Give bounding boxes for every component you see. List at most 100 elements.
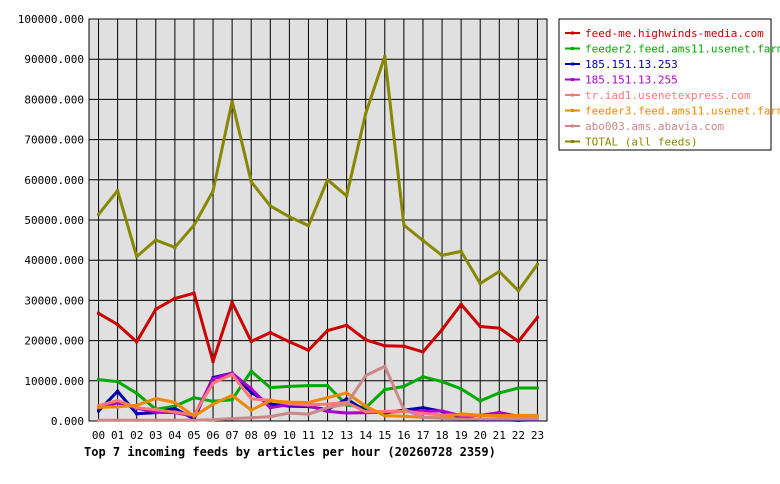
x-tick-label: 16 <box>397 429 410 442</box>
data-point <box>440 416 444 420</box>
x-tick-label: 08 <box>245 429 258 442</box>
data-point <box>287 340 291 344</box>
x-tick-label: 05 <box>187 429 200 442</box>
data-point <box>326 408 330 412</box>
legend-marker <box>571 109 574 112</box>
x-tick-label: 15 <box>378 429 391 442</box>
data-point <box>192 414 196 418</box>
data-point <box>535 417 539 421</box>
data-point <box>497 391 501 395</box>
data-point <box>154 408 158 412</box>
legend-label: 185.151.13.255 <box>585 74 678 87</box>
y-tick-label: 90000.000 <box>24 53 84 66</box>
chart-title: Top 7 incoming feeds by articles per hou… <box>84 445 496 459</box>
y-axis-ticks: 0.000 10000.000 20000.000 30000.000 40000.00… <box>18 13 84 428</box>
data-point <box>135 391 139 395</box>
data-point <box>478 417 482 421</box>
data-point <box>440 253 444 257</box>
x-tick-label: 13 <box>340 429 353 442</box>
data-point <box>268 386 272 390</box>
data-point <box>154 396 158 400</box>
data-point <box>459 417 463 421</box>
data-point <box>421 411 425 415</box>
data-point <box>116 405 120 409</box>
data-point <box>383 54 387 58</box>
data-point <box>306 401 310 405</box>
legend-label: tr.iad1.usenetexpress.com <box>585 89 751 102</box>
series-line <box>97 54 539 293</box>
data-point <box>345 391 349 395</box>
data-point <box>421 415 425 419</box>
data-point <box>268 204 272 208</box>
legend-marker <box>571 78 574 81</box>
y-tick-label: 60000.000 <box>24 174 84 187</box>
data-point <box>535 413 539 417</box>
series-lines <box>97 54 539 422</box>
x-tick-label: 07 <box>226 429 239 442</box>
data-point <box>497 414 501 418</box>
data-point <box>516 417 520 421</box>
data-point <box>326 406 330 410</box>
data-point <box>383 364 387 368</box>
data-point <box>154 418 158 422</box>
data-point <box>268 399 272 403</box>
data-point <box>268 331 272 335</box>
data-point <box>326 178 330 182</box>
data-point <box>402 414 406 418</box>
data-point <box>535 315 539 319</box>
data-point <box>116 189 120 193</box>
data-point <box>497 269 501 273</box>
data-point <box>268 415 272 419</box>
data-point <box>345 402 349 406</box>
legend-label: abo003.ams.abavia.com <box>585 120 724 133</box>
data-point <box>383 409 387 413</box>
legend-marker <box>571 124 574 128</box>
data-point <box>459 302 463 306</box>
data-point <box>364 410 368 414</box>
data-point <box>173 410 177 414</box>
data-point <box>306 403 310 407</box>
data-point <box>211 402 215 406</box>
data-point <box>211 418 215 422</box>
data-point <box>154 307 158 311</box>
data-point <box>211 381 215 385</box>
y-tick-label: 20000.000 <box>24 335 84 348</box>
data-point <box>345 397 349 401</box>
x-tick-label: 04 <box>168 429 182 442</box>
x-tick-label: 03 <box>149 429 162 442</box>
data-point <box>249 339 253 343</box>
data-point <box>116 389 120 393</box>
data-point <box>421 409 425 413</box>
data-point <box>230 398 234 402</box>
data-point <box>516 413 520 417</box>
x-tick-label: 11 <box>302 429 315 442</box>
data-point <box>97 378 101 382</box>
legend-marker <box>571 31 574 35</box>
y-tick-label: 70000.000 <box>24 134 84 147</box>
data-point <box>345 194 349 198</box>
data-point <box>116 401 120 405</box>
data-point <box>364 338 368 342</box>
data-point <box>383 414 387 418</box>
data-point <box>402 409 406 413</box>
x-tick-label: 22 <box>512 429 525 442</box>
data-point <box>268 402 272 406</box>
data-point <box>478 413 482 417</box>
y-tick-label: 30000.000 <box>24 294 84 307</box>
data-point <box>97 418 101 422</box>
data-point <box>421 350 425 354</box>
data-point <box>516 386 520 390</box>
data-point <box>326 384 330 388</box>
y-tick-label: 40000.000 <box>24 254 84 267</box>
data-point <box>306 348 310 352</box>
data-point <box>364 111 368 115</box>
data-point <box>440 328 444 332</box>
data-point <box>287 400 291 404</box>
legend-box <box>558 18 772 151</box>
data-point <box>326 329 330 333</box>
data-point <box>478 399 482 403</box>
x-tick-label: 23 <box>531 429 544 442</box>
x-tick-label: 00 <box>92 429 105 442</box>
